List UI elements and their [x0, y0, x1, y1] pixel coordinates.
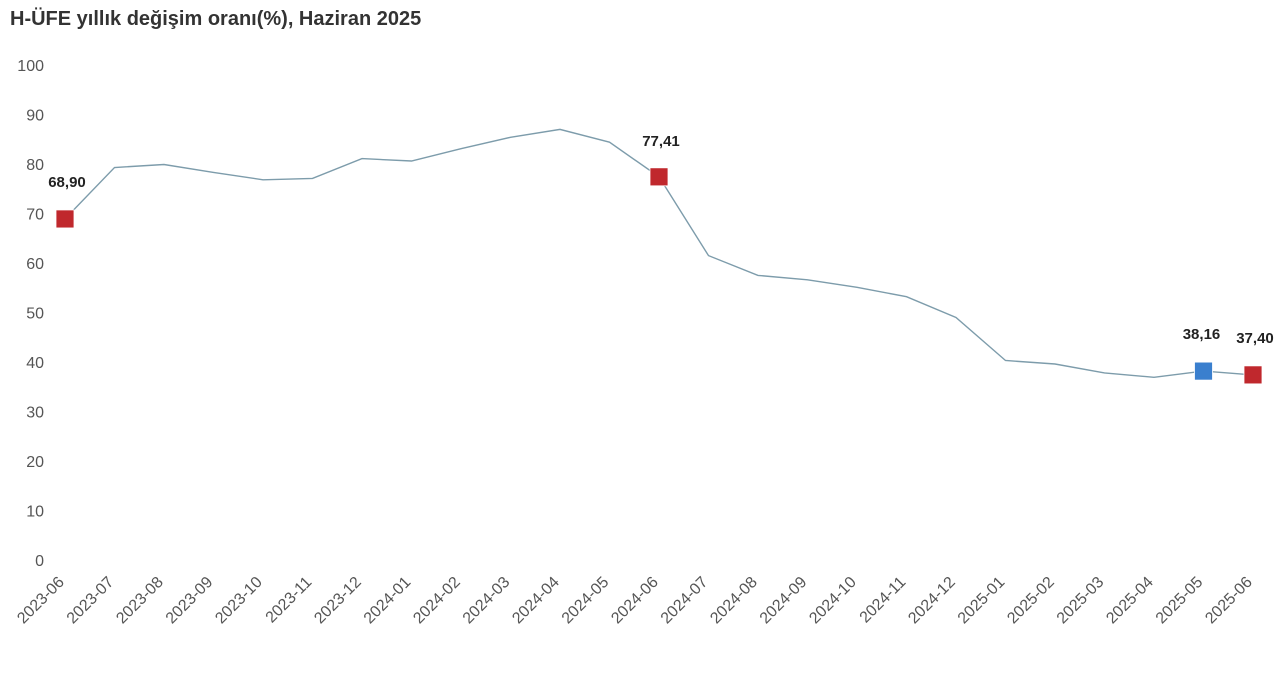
x-tick-label: 2023-11	[263, 574, 316, 627]
y-tick-label: 60	[26, 256, 44, 273]
x-tick-label: 2024-03	[460, 574, 514, 628]
x-tick-label: 2024-09	[757, 574, 811, 628]
highlight-marker	[1243, 365, 1263, 385]
y-tick-label: 10	[26, 504, 44, 521]
x-tick-label: 2023-12	[311, 574, 365, 628]
label-layer: 68,90 77,41 38,16 37,40	[48, 133, 1274, 347]
x-tick-label: 2023-07	[64, 574, 118, 628]
x-tick-label: 2025-02	[1004, 574, 1058, 628]
y-tick-label: 50	[26, 306, 44, 323]
x-tick-label: 2025-06	[1202, 574, 1256, 628]
x-tick-label: 2023-06	[14, 574, 68, 628]
highlight-marker	[55, 209, 75, 229]
x-tick-label: 2025-04	[1103, 574, 1157, 628]
x-tick-label: 2024-06	[608, 574, 662, 628]
x-tick-label: 2024-12	[905, 574, 959, 628]
x-tick-label: 2024-10	[806, 574, 860, 628]
marker-layer	[55, 167, 1263, 385]
x-tick-label: 2024-01	[361, 574, 415, 628]
x-tick-label: 2024-05	[559, 574, 613, 628]
x-tick-label: 2024-04	[509, 574, 563, 628]
data-label: 77,41	[642, 133, 680, 150]
x-tick-label: 2025-01	[955, 574, 1009, 628]
x-tick-label: 2023-09	[163, 574, 217, 628]
x-tick-label: 2024-07	[658, 574, 712, 628]
data-label: 37,40	[1236, 330, 1274, 347]
x-tick-label: 2024-02	[410, 574, 464, 628]
x-tick-label: 2023-10	[212, 574, 266, 628]
x-tick-label: 2023-08	[113, 574, 167, 628]
highlight-marker	[1194, 361, 1213, 381]
y-tick-label: 30	[26, 405, 44, 422]
data-label: 38,16	[1183, 326, 1221, 343]
x-tick-label: 2024-11	[857, 574, 910, 627]
y-tick-label: 20	[26, 454, 44, 471]
y-tick-label: 100	[17, 58, 44, 75]
y-axis: 0 10 20 30 40 50 60 70 80 90 100	[17, 58, 44, 570]
chart-title: H-ÜFE yıllık değişim oranı(%), Haziran 2…	[10, 8, 422, 30]
x-axis: 2023-062023-072023-082023-092023-102023-…	[14, 574, 1256, 628]
y-tick-label: 40	[26, 355, 44, 372]
series-line	[64, 128, 1254, 379]
y-tick-label: 70	[26, 207, 44, 224]
x-tick-label: 2025-03	[1054, 574, 1108, 628]
data-label: 68,90	[48, 174, 86, 191]
y-tick-label: 90	[26, 108, 44, 125]
y-tick-label: 80	[26, 157, 44, 174]
x-tick-label: 2025-05	[1153, 574, 1207, 628]
highlight-marker	[649, 167, 669, 187]
y-tick-label: 0	[35, 553, 44, 570]
x-tick-label: 2024-08	[707, 574, 761, 628]
series-layer	[64, 128, 1254, 379]
